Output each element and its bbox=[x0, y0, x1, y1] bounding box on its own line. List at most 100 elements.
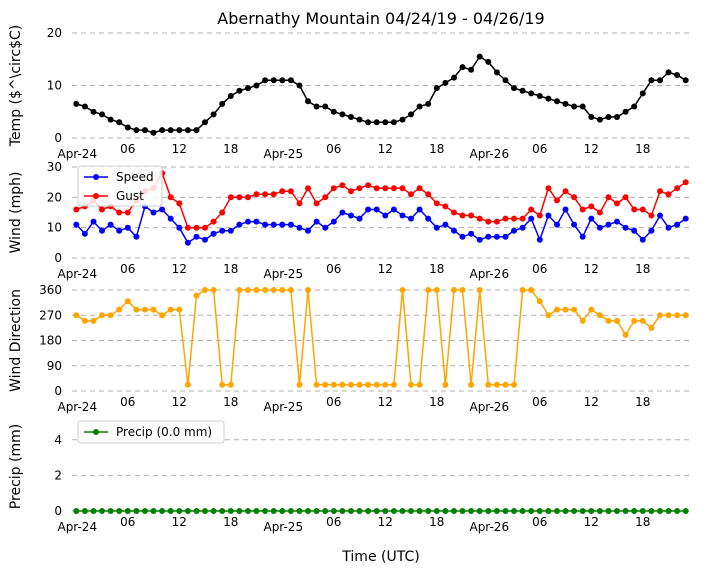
x-tick-label: 06 bbox=[532, 515, 547, 529]
data-point bbox=[605, 114, 612, 120]
y-tick-label: 30 bbox=[47, 160, 62, 174]
legend-marker bbox=[93, 193, 99, 199]
data-point bbox=[579, 317, 586, 324]
data-point bbox=[373, 119, 380, 126]
data-point bbox=[296, 224, 303, 231]
data-point bbox=[605, 317, 612, 324]
data-point bbox=[348, 212, 354, 219]
data-point bbox=[545, 185, 552, 192]
x-tick-label: 06 bbox=[326, 142, 341, 156]
data-point bbox=[193, 508, 200, 514]
data-point bbox=[519, 215, 526, 222]
data-point bbox=[390, 119, 397, 126]
y-axis-label: Temp ($^\circ$C) bbox=[8, 25, 24, 147]
data-point bbox=[639, 508, 646, 514]
data-point bbox=[579, 233, 586, 240]
data-point bbox=[73, 508, 80, 514]
data-point bbox=[502, 508, 509, 514]
data-point bbox=[682, 179, 689, 186]
data-point bbox=[253, 191, 260, 198]
y-tick-label: 270 bbox=[39, 308, 62, 322]
data-point bbox=[150, 209, 157, 216]
data-point bbox=[614, 317, 620, 324]
data-point bbox=[159, 206, 166, 213]
data-point bbox=[639, 90, 646, 97]
data-point bbox=[408, 215, 414, 222]
data-point bbox=[545, 508, 552, 514]
data-point bbox=[596, 116, 603, 123]
data-point bbox=[657, 508, 663, 514]
y-axis-label: Wind Direction bbox=[8, 289, 24, 392]
data-point bbox=[142, 306, 148, 313]
y-tick-label: 0 bbox=[54, 131, 62, 145]
data-point bbox=[356, 185, 363, 192]
data-point bbox=[468, 212, 475, 219]
data-point bbox=[459, 64, 466, 71]
data-point bbox=[339, 209, 346, 216]
data-point bbox=[270, 508, 277, 514]
x-tick-label: Apr-25 bbox=[263, 267, 303, 281]
data-point bbox=[287, 508, 294, 514]
data-point bbox=[579, 103, 586, 110]
data-point bbox=[90, 218, 97, 225]
x-tick-label: 06 bbox=[532, 262, 547, 276]
data-point bbox=[408, 111, 414, 118]
data-point bbox=[133, 127, 140, 134]
data-point bbox=[73, 312, 80, 319]
data-point bbox=[176, 306, 183, 313]
data-point bbox=[459, 287, 466, 293]
data-point bbox=[485, 233, 492, 240]
data-point bbox=[313, 508, 320, 514]
data-point bbox=[270, 221, 277, 228]
data-point bbox=[674, 185, 681, 192]
data-point bbox=[167, 127, 174, 134]
data-point bbox=[365, 508, 372, 514]
data-point bbox=[270, 287, 277, 293]
data-point bbox=[451, 508, 457, 514]
data-point bbox=[322, 508, 329, 514]
data-point bbox=[253, 82, 260, 89]
data-point bbox=[322, 224, 329, 231]
data-point bbox=[562, 206, 569, 213]
panel-4: 0 2 4 Precip (mm) Apr-24 06 12 18 Apr-25 06 12 18 Ap… bbox=[8, 420, 690, 534]
data-point bbox=[502, 215, 509, 222]
data-point bbox=[107, 312, 114, 319]
x-tick-label: Apr-25 bbox=[263, 400, 303, 414]
data-point bbox=[176, 200, 183, 207]
data-point bbox=[133, 306, 140, 313]
y-tick-label: 10 bbox=[47, 79, 62, 93]
data-point bbox=[665, 224, 672, 231]
x-tick-label: 18 bbox=[223, 142, 238, 156]
data-point bbox=[210, 111, 217, 118]
data-point bbox=[442, 221, 449, 228]
data-point bbox=[493, 508, 500, 514]
data-point bbox=[322, 103, 329, 110]
data-point bbox=[373, 508, 380, 514]
legend-label: Gust bbox=[116, 189, 144, 203]
data-point bbox=[528, 508, 535, 514]
data-point bbox=[485, 218, 492, 225]
x-tick-label: 06 bbox=[326, 262, 341, 276]
data-point bbox=[528, 287, 535, 293]
legend-box bbox=[77, 420, 225, 444]
data-point bbox=[356, 116, 363, 123]
data-point bbox=[245, 218, 251, 225]
chart-title: Abernathy Mountain 04/24/19 - 04/26/19 bbox=[217, 9, 544, 28]
data-point bbox=[339, 111, 346, 118]
data-point bbox=[287, 188, 294, 195]
data-point bbox=[219, 227, 226, 234]
data-point bbox=[571, 508, 578, 514]
data-point bbox=[502, 77, 509, 84]
data-point bbox=[433, 508, 440, 514]
x-tick-label: 18 bbox=[635, 395, 650, 409]
series-temp bbox=[73, 53, 689, 136]
data-point bbox=[330, 108, 337, 115]
data-point bbox=[390, 185, 397, 192]
legend: Precip (0.0 mm) bbox=[77, 420, 225, 444]
data-point bbox=[193, 292, 200, 299]
data-point bbox=[665, 191, 672, 198]
data-point bbox=[665, 69, 672, 76]
data-point bbox=[279, 188, 286, 195]
data-point bbox=[511, 85, 517, 92]
data-point bbox=[202, 236, 208, 243]
